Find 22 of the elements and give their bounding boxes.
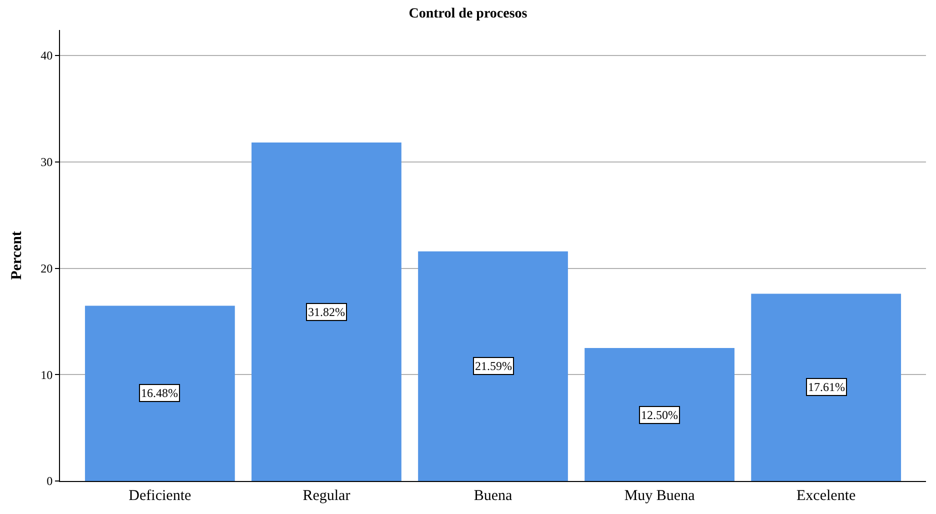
data-label: 21.59% (475, 359, 512, 373)
y-tick-label: 40 (40, 48, 53, 63)
x-tick-label: Buena (474, 488, 512, 504)
bar (418, 251, 568, 481)
bar (252, 142, 402, 481)
y-tick-label: 20 (40, 261, 53, 276)
y-tick-label: 0 (46, 474, 53, 488)
bar (84, 306, 235, 481)
bar (584, 348, 734, 481)
y-tick-label: 10 (40, 368, 53, 382)
x-tick-label: Regular (302, 488, 350, 504)
y-tick-label: 30 (40, 155, 53, 170)
data-label: 17.61% (808, 380, 845, 394)
x-tick-label: Deficiente (128, 488, 192, 504)
bar (751, 294, 902, 481)
chart-title: Control de procesos (408, 6, 528, 22)
data-label: 31.82% (308, 305, 345, 319)
y-axis-title: Percent (8, 231, 25, 280)
data-label: 16.48% (141, 386, 178, 400)
x-tick-label: Excelente (796, 488, 856, 504)
data-label: 12.50% (641, 408, 678, 422)
x-tick-label: Muy Buena (624, 488, 696, 504)
